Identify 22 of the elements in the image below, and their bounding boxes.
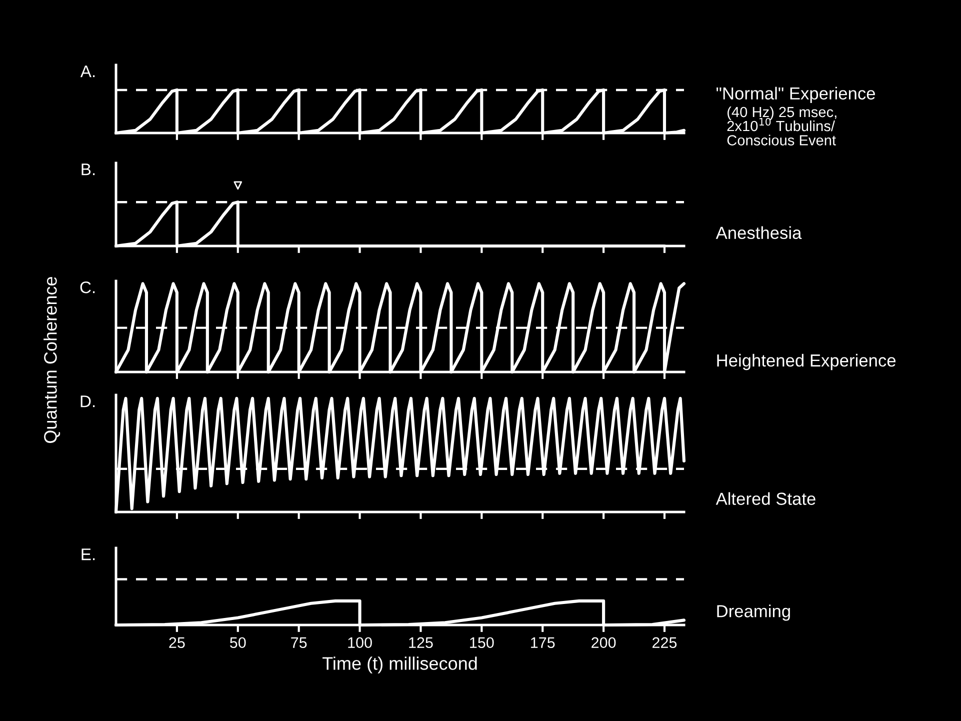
y-axis-title: Quantum Coherence: [44, 276, 60, 443]
text: Altered State: [716, 492, 816, 505]
text: A.: [80, 66, 95, 78]
x-tick-label: 200: [592, 637, 616, 648]
text: D.: [80, 396, 95, 408]
x-tick-label: 150: [470, 637, 494, 648]
text: Anesthesia: [716, 226, 802, 240]
text: Dreaming: [717, 604, 790, 621]
x-tick-label: 50: [230, 637, 246, 648]
text: E.: [82, 548, 95, 560]
x-tick-label: 75: [291, 637, 307, 648]
x-axis-title: Time (t) millisecond: [322, 656, 477, 674]
x-tick-label: 25: [169, 637, 185, 648]
x-tick-label: 175: [531, 637, 555, 648]
text: (40 Hz) 25 msec, 2x10$^{10}$ Tubulins/ Conscious Event: [727, 106, 836, 146]
text: B.: [82, 164, 95, 176]
x-tick-label: 100: [348, 637, 372, 648]
text: "Normal" Experience: [716, 86, 875, 104]
text: C.: [80, 281, 95, 294]
text: Heightened Experience: [717, 354, 896, 370]
x-tick-label: 225: [652, 637, 677, 648]
x-tick-label: 125: [409, 637, 433, 648]
